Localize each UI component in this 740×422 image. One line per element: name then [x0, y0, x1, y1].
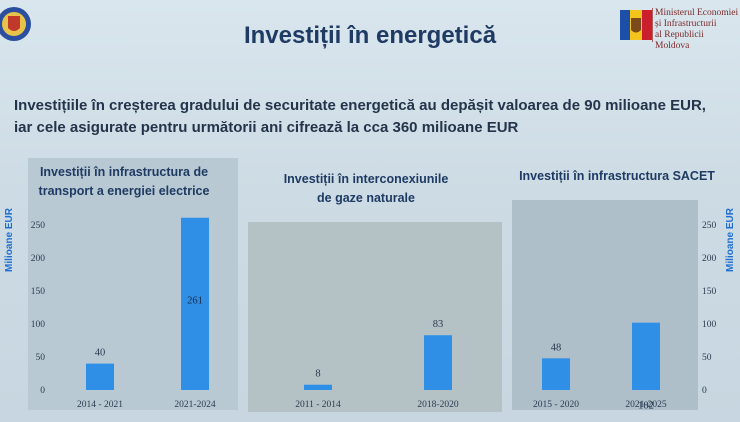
slide-subtitle: Investițiile în creșterea gradului de se… — [14, 97, 706, 136]
chart-title: Investiții în infrastructura SACET — [519, 169, 715, 183]
page-title: Investiții în energetică — [243, 22, 497, 49]
chart-title: de gaze naturale — [317, 191, 415, 205]
x-tick-label: 2015 - 2020 — [533, 400, 579, 410]
bar — [304, 384, 332, 390]
moldova-coat-of-arms-icon — [0, 7, 31, 41]
y-axis-label: Milioane EUR — [4, 207, 15, 272]
y-tick-label: 100 — [31, 320, 46, 330]
y-tick-label: 50 — [702, 353, 712, 363]
bar — [542, 358, 570, 390]
y-tick-label: 150 — [702, 287, 717, 297]
x-tick-label: 2021-2024 — [174, 400, 215, 410]
bar-value-label: 48 — [551, 342, 562, 353]
y-tick-label: 0 — [40, 386, 45, 396]
bar-value-label: 83 — [433, 319, 444, 330]
bar — [86, 363, 114, 390]
x-tick-label: 2014 - 2021 — [77, 400, 123, 410]
chart-title: Investiții în interconexiunile — [284, 172, 449, 186]
x-tick-label: 2011 - 2014 — [295, 400, 341, 410]
chart-title: Investiții în infrastructura de — [40, 165, 208, 179]
bar-value-label: 40 — [95, 348, 106, 359]
bar-value-label: 8 — [315, 369, 320, 380]
panel-bg-sacet — [512, 200, 698, 410]
y-tick-label: 100 — [702, 320, 717, 330]
y-tick-label: 200 — [702, 254, 717, 264]
ministry-line: al Republicii Moldova — [655, 30, 704, 51]
y-tick-label: 150 — [31, 287, 46, 297]
y-tick-label: 200 — [31, 254, 46, 264]
panel-bg-gas — [248, 222, 502, 412]
y-tick-label: 0 — [702, 386, 707, 396]
bar — [424, 335, 452, 390]
ministry-divider — [652, 8, 653, 42]
y-tick-label: 250 — [702, 221, 717, 231]
y-tick-label: 250 — [31, 221, 46, 231]
y-axis-label: Milioane EUR — [725, 207, 736, 272]
x-tick-label: 2018-2020 — [417, 400, 458, 410]
bar-value-label: 261 — [187, 296, 203, 307]
bar — [632, 322, 660, 390]
ministry-name: Ministerul Economiei și Infrastructurii … — [655, 8, 740, 52]
ministry-line: și Infrastructurii — [655, 19, 717, 29]
bar — [181, 217, 209, 390]
ministry-emblem-icon — [620, 10, 652, 40]
chart-title: transport a energiei electrice — [39, 184, 210, 198]
x-tick-label: 2021-2025 — [625, 400, 666, 410]
y-tick-label: 50 — [36, 353, 46, 363]
bar-value-label: 102 — [638, 401, 654, 412]
ministry-line: Ministerul Economiei — [655, 8, 739, 18]
